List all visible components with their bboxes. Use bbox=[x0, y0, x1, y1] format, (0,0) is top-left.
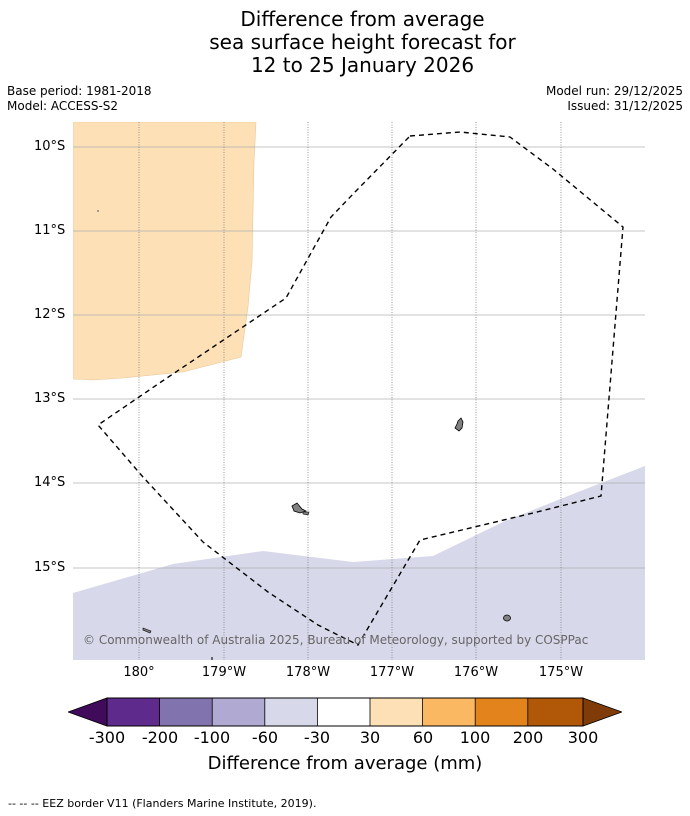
island-southeast bbox=[503, 614, 511, 622]
lat-label-14s: 14°S bbox=[34, 475, 66, 490]
title-line-1: Difference from average bbox=[240, 7, 485, 31]
base-period: Base period: 1981-2018 bbox=[7, 84, 152, 98]
model-run: Model run: 29/12/2025 bbox=[545, 84, 683, 98]
negative-anomaly-region bbox=[73, 466, 645, 660]
colorbar-tick-4: -60 bbox=[251, 728, 279, 747]
colorbar-extend-low bbox=[68, 697, 108, 727]
lat-label-11s: 11°S bbox=[34, 223, 66, 238]
issued-date: Issued: 31/12/2025 bbox=[567, 99, 683, 113]
colorbar-tick-9: 200 bbox=[512, 728, 544, 747]
island-west-small bbox=[302, 511, 310, 516]
lon-label-175w: 175°W bbox=[538, 665, 584, 680]
model-name: Model: ACCESS-S2 bbox=[7, 99, 119, 113]
lat-label-12s: 12°S bbox=[34, 307, 66, 322]
colorbar-label: Difference from average (mm) bbox=[207, 753, 483, 774]
island-west bbox=[291, 502, 308, 514]
colorbar-tick-1: -300 bbox=[88, 728, 126, 747]
island-tiny-north bbox=[97, 210, 99, 212]
colorbar-bin-8 bbox=[475, 698, 528, 726]
colorbar bbox=[68, 697, 622, 727]
title-line-3: 12 to 25 January 2026 bbox=[250, 53, 475, 77]
colorbar-tick-6: 30 bbox=[359, 728, 381, 747]
colorbar-bin-6 bbox=[370, 698, 423, 726]
lon-label-179w: 179°W bbox=[201, 665, 247, 680]
colorbar-bin-5 bbox=[317, 698, 370, 726]
map-svg bbox=[73, 122, 645, 660]
positive-anomaly-region bbox=[73, 122, 257, 381]
copyright-notice: © Commonwealth of Australia 2025, Bureau… bbox=[83, 633, 589, 647]
colorbar-tick-2: -200 bbox=[141, 728, 179, 747]
colorbar-extend-high bbox=[582, 697, 622, 727]
colorbar-dividers bbox=[159, 698, 529, 726]
colorbar-tick-10: 300 bbox=[567, 728, 599, 747]
island-southwest bbox=[142, 627, 152, 634]
colorbar-bin-2 bbox=[159, 698, 213, 726]
meta-left: Base period: 1981-2018 Model: ACCESS-S2 bbox=[7, 84, 152, 114]
lat-label-13s: 13°S bbox=[34, 391, 66, 406]
lon-label-180: 180° bbox=[123, 665, 155, 680]
lon-label-178w: 178°W bbox=[285, 665, 331, 680]
colorbar-tick-8: 100 bbox=[459, 728, 491, 747]
colorbar-bin-1 bbox=[107, 698, 160, 726]
lat-label-15s: 15°S bbox=[34, 560, 66, 575]
islands bbox=[97, 210, 511, 660]
island-tiny-south bbox=[211, 657, 213, 660]
eez-border bbox=[96, 131, 624, 646]
title-line-2: sea surface height forecast for bbox=[209, 30, 516, 54]
eez-footnote: -- -- -- EEZ border V11 (Flanders Marine… bbox=[8, 797, 317, 810]
colorbar-frame bbox=[106, 697, 584, 727]
lon-label-176w: 176°W bbox=[453, 665, 499, 680]
colorbar-tick-3: -100 bbox=[193, 728, 231, 747]
colorbar-bin-4 bbox=[264, 698, 318, 726]
island-rotuma-like bbox=[454, 417, 464, 432]
lat-label-10s: 10°S bbox=[34, 139, 66, 154]
meta-right: Model run: 29/12/2025 Issued: 31/12/2025 bbox=[546, 84, 683, 114]
longitude-gridlines bbox=[138, 122, 562, 660]
colorbar-tick-5: -30 bbox=[303, 728, 331, 747]
chart-title: Difference from average sea surface heig… bbox=[0, 8, 690, 77]
colorbar-bin-9 bbox=[527, 698, 583, 726]
colorbar-bin-3 bbox=[212, 698, 265, 726]
colorbar-bin-7 bbox=[422, 698, 476, 726]
map-area[interactable] bbox=[73, 122, 645, 660]
lon-label-177w: 177°W bbox=[369, 665, 415, 680]
colorbar-tick-7: 60 bbox=[412, 728, 434, 747]
latitude-gridlines bbox=[73, 146, 645, 569]
